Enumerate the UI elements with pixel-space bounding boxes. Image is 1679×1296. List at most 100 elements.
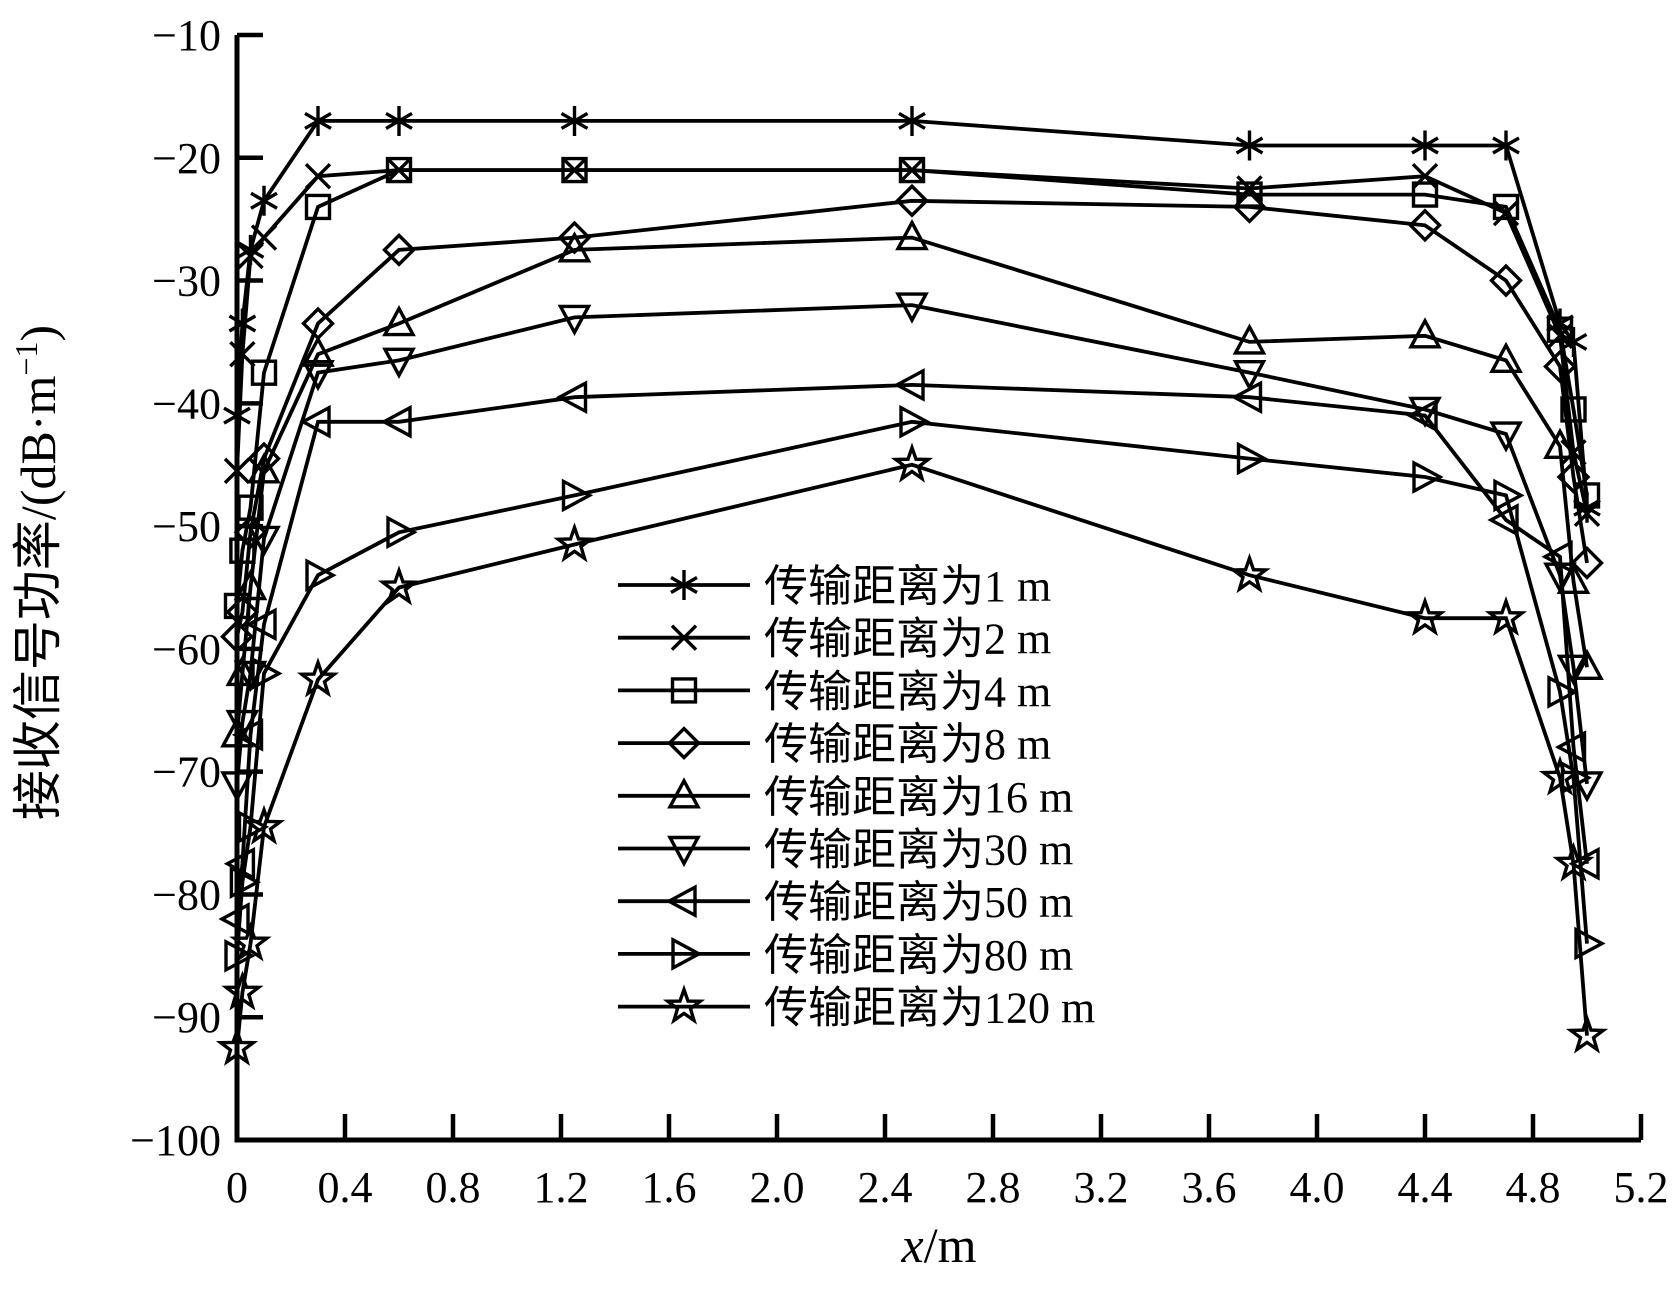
triangle-left-marker-icon	[1541, 539, 1573, 574]
triangle-right-marker-icon	[1560, 760, 1593, 795]
x-tick-label: 5.2	[1614, 1163, 1669, 1212]
y-tick-labels: −10 −20 −30 −40 −50 −60 −70 −80 −90 −100	[130, 11, 221, 1165]
triangle-right-marker-icon	[561, 478, 594, 513]
legend-label: 传输距离为8 m	[764, 720, 1051, 769]
legend-entry: 传输距离为2 m	[618, 615, 1051, 664]
triangle-right-marker-icon	[1547, 675, 1579, 709]
triangle-left-marker-icon	[1230, 380, 1263, 415]
triangle-left-marker-icon	[231, 717, 264, 752]
legend-entry: 传输距离为1 m	[618, 562, 1051, 611]
triangle-down-marker-icon	[301, 359, 335, 392]
triangle-left-marker-icon	[555, 380, 588, 415]
legend-label: 传输距离为120 m	[764, 984, 1095, 1033]
triangle-up-marker-icon	[301, 335, 335, 367]
star-marker-icon	[229, 921, 272, 962]
asterisk-marker-icon	[304, 105, 332, 136]
triangle-left-marker-icon	[893, 368, 925, 402]
asterisk-marker-icon	[1411, 130, 1439, 161]
legend-label: 传输距离为16 m	[764, 773, 1073, 822]
asterisk-marker-icon	[670, 570, 698, 600]
y-tick-label: −90	[152, 993, 221, 1042]
triangle-left-marker-icon	[380, 404, 412, 439]
triangle-down-marker-icon	[225, 709, 260, 742]
triangle-right-marker-icon	[224, 938, 256, 973]
x-tick-label: 3.6	[1182, 1163, 1237, 1212]
asterisk-marker-icon	[898, 105, 926, 136]
legend-entry: 传输距离为8 m	[618, 720, 1051, 769]
legend-entry: 传输距离为30 m	[618, 826, 1073, 875]
legend-label: 传输距离为1 m	[764, 562, 1051, 611]
triangle-right-marker-icon	[671, 937, 703, 971]
triangle-up-marker-icon	[1489, 341, 1523, 374]
triangle-down-marker-icon	[1232, 359, 1267, 392]
triangle-down-marker-icon	[382, 347, 416, 379]
x-tick-label: 0.8	[426, 1163, 481, 1212]
square-marker-icon	[250, 359, 278, 386]
series-line	[235, 168, 1589, 607]
series-line	[235, 119, 1589, 508]
series-line	[235, 235, 1589, 735]
triangle-right-marker-icon	[305, 558, 337, 593]
asterisk-marker-icon	[223, 400, 251, 431]
triangle-left-marker-icon	[218, 902, 250, 936]
star-marker-icon	[377, 565, 421, 606]
x-tick-label: 2.4	[858, 1163, 913, 1212]
legend-label: 传输距离为50 m	[764, 878, 1073, 927]
y-tick-label: −30	[152, 257, 221, 306]
triangle-left-marker-icon	[665, 884, 697, 919]
legend-entry: 传输距离为4 m	[618, 667, 1051, 716]
asterisk-marker-icon	[1492, 130, 1520, 161]
star-marker-icon	[1565, 1013, 1609, 1054]
diamond-marker-icon	[1543, 349, 1577, 384]
star-marker-icon	[1484, 596, 1528, 637]
x-tick-label: 4.4	[1398, 1163, 1453, 1212]
triangle-up-marker-icon	[557, 231, 592, 263]
legend-label: 传输距离为4 m	[764, 667, 1051, 716]
triangle-up-marker-icon	[895, 218, 929, 251]
legend-label: 传输距离为2 m	[764, 615, 1051, 664]
series-line	[235, 419, 1589, 956]
triangle-up-marker-icon	[382, 304, 416, 337]
triangle-right-marker-icon	[251, 656, 283, 691]
triangle-left-marker-icon	[245, 607, 277, 642]
y-tick-label: −50	[152, 502, 221, 551]
x-tick-label: 1.6	[642, 1163, 697, 1212]
square-marker-icon	[1546, 316, 1574, 343]
star-marker-icon	[1538, 755, 1582, 796]
y-tick-label: −40	[152, 379, 221, 428]
y-tick-label: −100	[130, 1116, 221, 1165]
square-marker-icon	[670, 677, 698, 704]
x-tick-labels: 0 0.4 0.8 1.2 1.6 2.0 2.4 2.8 3.2 3.6 4.0 4.4 4.8 5.2	[226, 1163, 1669, 1212]
x-tick-label: 2.0	[750, 1163, 805, 1212]
diamond-marker-icon	[1489, 263, 1523, 298]
y-tick-label: −60	[152, 625, 221, 674]
triangle-right-marker-icon	[229, 865, 261, 900]
y-tick-label: −20	[152, 134, 221, 183]
triangle-right-marker-icon	[386, 515, 418, 550]
x-cross-marker-icon	[237, 242, 264, 270]
triangle-left-marker-icon	[1487, 503, 1519, 537]
square-marker-icon	[1492, 193, 1520, 221]
x-cross-marker-icon	[304, 162, 332, 190]
square-marker-icon	[1560, 396, 1587, 423]
triangle-right-marker-icon	[1236, 441, 1269, 476]
x-cross-marker-icon	[250, 224, 278, 251]
triangle-right-marker-icon	[1574, 926, 1606, 961]
diamond-marker-icon	[225, 595, 260, 629]
diamond-marker-icon	[895, 183, 929, 218]
asterisk-marker-icon	[1235, 130, 1264, 161]
triangle-up-marker-icon	[1232, 323, 1267, 355]
x-tick-label: 4.8	[1506, 1163, 1561, 1212]
star-marker-icon	[296, 657, 340, 698]
diamond-marker-icon	[1408, 208, 1442, 243]
series-star	[215, 442, 1609, 1066]
triangle-down-marker-icon	[1570, 771, 1604, 803]
x-tick-label: 2.8	[966, 1163, 1021, 1212]
legend-label: 传输距离为80 m	[764, 931, 1073, 980]
x-tick-label: 1.2	[534, 1163, 589, 1212]
x-tick-label: 3.2	[1074, 1163, 1129, 1212]
legend-entry: 传输距离为80 m	[618, 931, 1073, 980]
triangle-left-marker-icon	[223, 846, 256, 881]
